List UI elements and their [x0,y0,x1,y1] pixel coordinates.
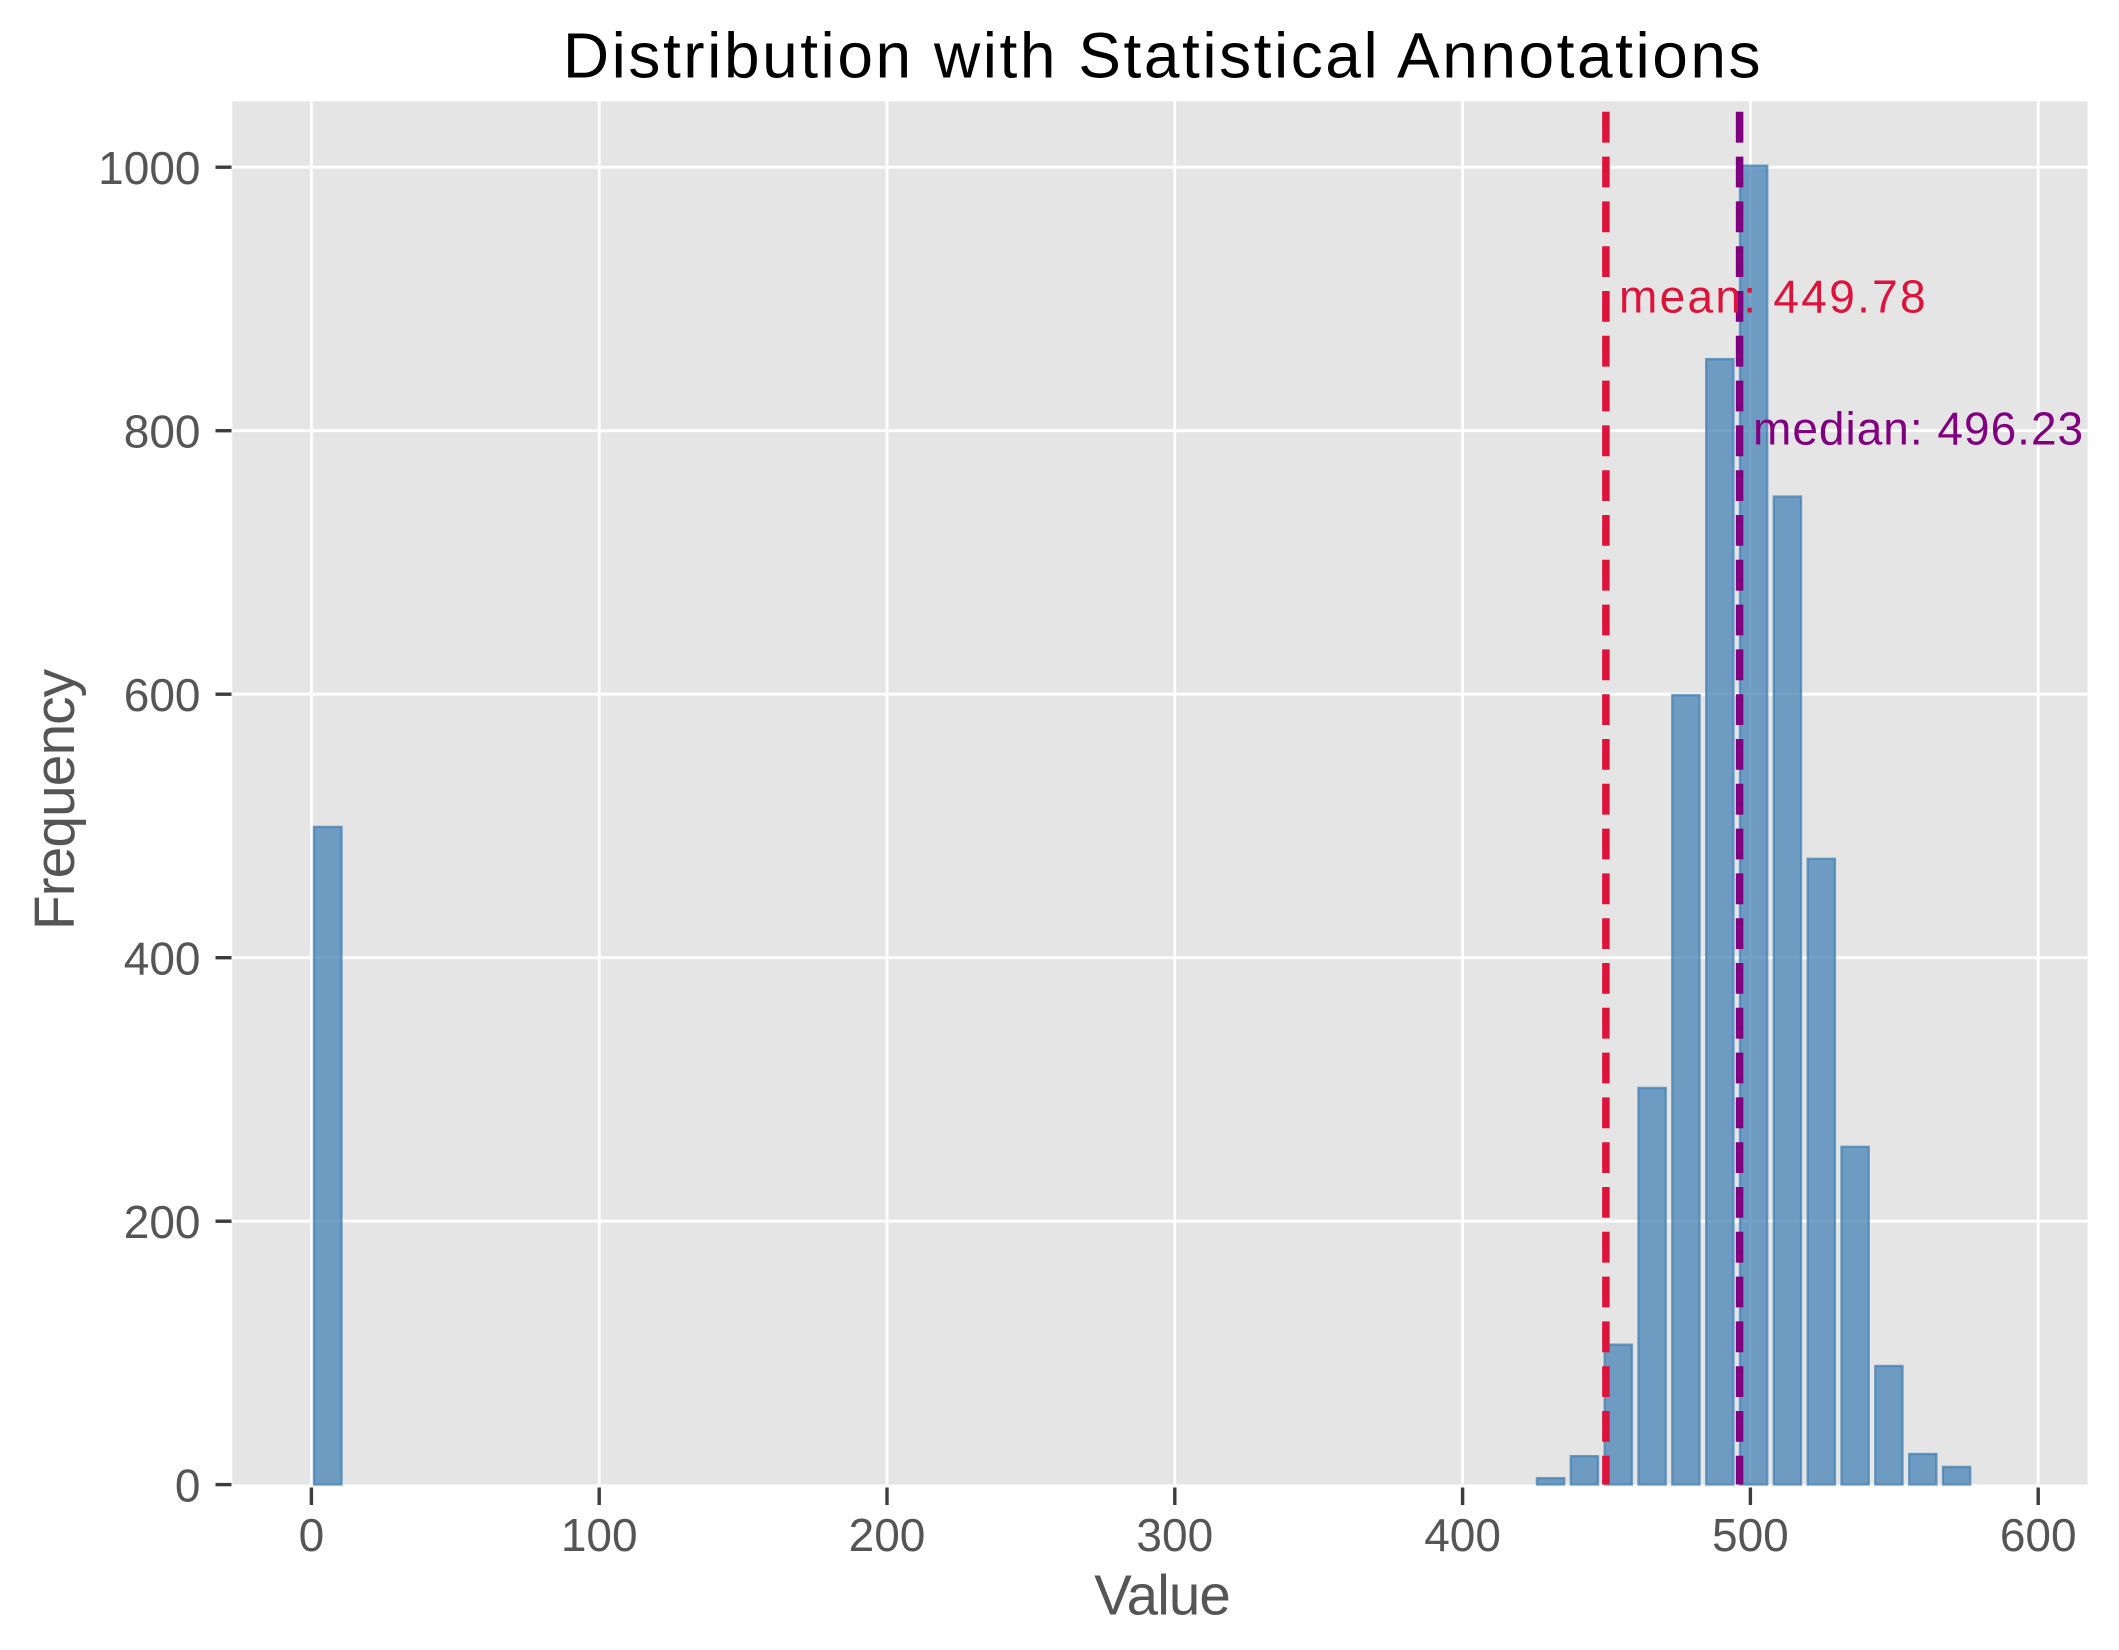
svg-text:200: 200 [124,1196,201,1248]
svg-text:300: 300 [1136,1509,1213,1561]
svg-text:median: 496.23: median: 496.23 [1753,403,2084,455]
svg-text:Frequency: Frequency [23,668,87,930]
svg-text:800: 800 [124,405,201,457]
svg-text:400: 400 [124,932,201,984]
svg-text:200: 200 [849,1509,926,1561]
svg-text:100: 100 [561,1509,638,1561]
svg-text:600: 600 [124,669,201,721]
svg-text:0: 0 [175,1459,201,1511]
svg-text:Distribution with Statistical: Distribution with Statistical Annotation… [563,20,1763,92]
svg-text:Value: Value [1094,1564,1230,1627]
svg-text:400: 400 [1424,1509,1501,1561]
svg-text:600: 600 [2000,1509,2077,1561]
svg-text:0: 0 [299,1509,325,1561]
svg-text:1000: 1000 [98,142,200,194]
svg-text:500: 500 [1712,1509,1789,1561]
svg-text:mean: 449.78: mean: 449.78 [1619,271,1928,323]
